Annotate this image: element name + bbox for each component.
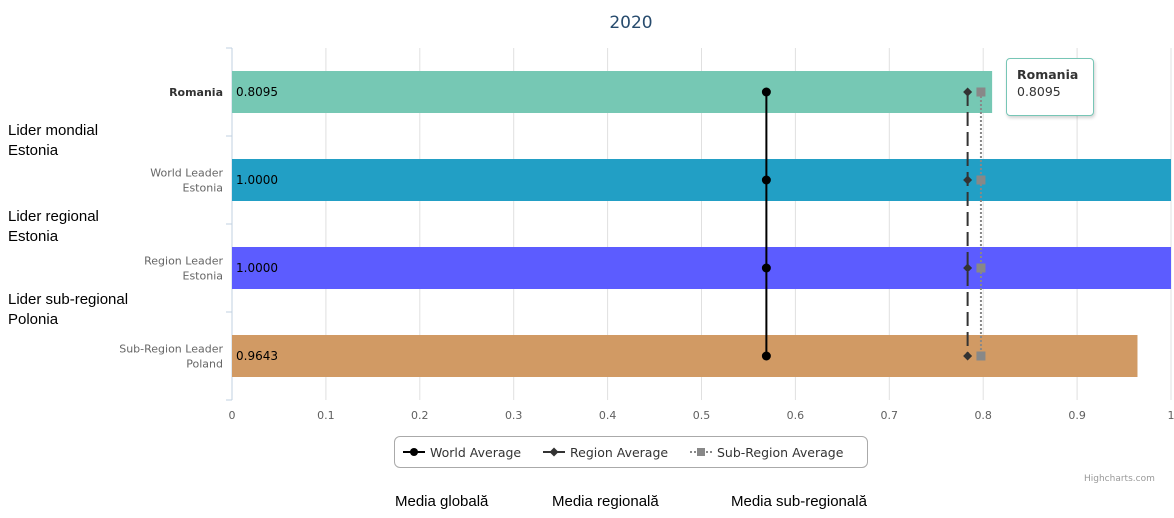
x-tick-label: 0.9 xyxy=(1068,409,1086,422)
bar xyxy=(232,159,1171,201)
side-label-line: Estonia xyxy=(8,142,59,159)
average-marker xyxy=(963,263,973,273)
bar-value-label: 0.8095 xyxy=(236,85,278,99)
x-tick-label: 0.1 xyxy=(317,409,335,422)
legend-item-region-average[interactable]: Region Average xyxy=(543,437,668,467)
x-tick-label: 0.3 xyxy=(505,409,523,422)
category-label: Estonia xyxy=(183,270,224,283)
chart-title: 2020 xyxy=(609,13,652,33)
bar xyxy=(232,335,1138,377)
chart-legend: World Average Region Average Sub-Region … xyxy=(394,436,868,468)
average-marker xyxy=(963,175,973,185)
average-marker xyxy=(976,87,986,97)
x-tick-label: 0.4 xyxy=(599,409,617,422)
tooltip-title: Romania xyxy=(1017,67,1079,82)
average-marker xyxy=(761,175,771,185)
legend-item-world-average[interactable]: World Average xyxy=(403,437,521,467)
bar xyxy=(232,247,1171,289)
average-marker xyxy=(976,351,986,361)
side-label-line: Lider mondial xyxy=(8,122,99,139)
x-tick-label: 1 xyxy=(1168,409,1174,422)
side-label-line: Estonia xyxy=(8,228,59,245)
category-label: Region Leader xyxy=(144,255,223,268)
x-tick-label: 0.5 xyxy=(693,409,711,422)
legend-label: Region Average xyxy=(570,444,669,460)
category-label: Estonia xyxy=(183,182,224,195)
x-tick-label: 0.2 xyxy=(411,409,429,422)
side-label-region-leader: Lider regional Estonia xyxy=(8,207,99,247)
average-marker xyxy=(963,351,973,361)
legend-item-sub-region-average[interactable]: Sub-Region Average xyxy=(690,437,843,467)
bottom-label-region-average: Media regională xyxy=(552,493,659,510)
bar-value-label: 1.0000 xyxy=(236,173,278,187)
x-tick-label: 0 xyxy=(229,409,236,422)
average-marker xyxy=(963,87,973,97)
average-marker xyxy=(761,263,771,273)
highcharts-credits-link[interactable]: Highcharts.com xyxy=(1084,474,1155,484)
average-marker xyxy=(761,87,771,97)
square-marker-icon xyxy=(690,448,712,456)
category-label: World Leader xyxy=(150,167,223,180)
category-label: Poland xyxy=(186,358,223,371)
side-label-line: Lider regional xyxy=(8,208,99,225)
bottom-label-world-average: Media globală xyxy=(395,493,489,510)
side-label-line: Lider sub-regional xyxy=(8,291,129,308)
side-label-sub-region-leader: Lider sub-regional Polonia xyxy=(8,290,128,330)
average-marker xyxy=(761,351,771,361)
x-tick-label: 0.7 xyxy=(881,409,899,422)
legend-label: World Average xyxy=(430,444,522,460)
category-label: Sub-Region Leader xyxy=(119,343,223,356)
diamond-marker-icon xyxy=(543,447,565,457)
side-label-world-leader: Lider mondial Estonia xyxy=(8,121,98,161)
bar-value-label: 1.0000 xyxy=(236,261,278,275)
average-marker xyxy=(976,263,986,273)
average-marker xyxy=(976,175,986,185)
bar xyxy=(232,71,993,113)
tooltip-value: 0.8095 xyxy=(1017,84,1061,99)
category-label: Romania xyxy=(169,86,223,99)
chart-tooltip: Romania 0.8095 xyxy=(1006,58,1094,116)
x-tick-label: 0.8 xyxy=(974,409,992,422)
bar-value-label: 0.9643 xyxy=(236,349,278,363)
bottom-label-sub-region-average: Media sub-regională xyxy=(731,493,867,510)
legend-label: Sub-Region Average xyxy=(717,444,844,460)
circle-marker-icon xyxy=(403,448,425,456)
x-tick-label: 0.6 xyxy=(787,409,805,422)
side-label-line: Polonia xyxy=(8,311,59,328)
